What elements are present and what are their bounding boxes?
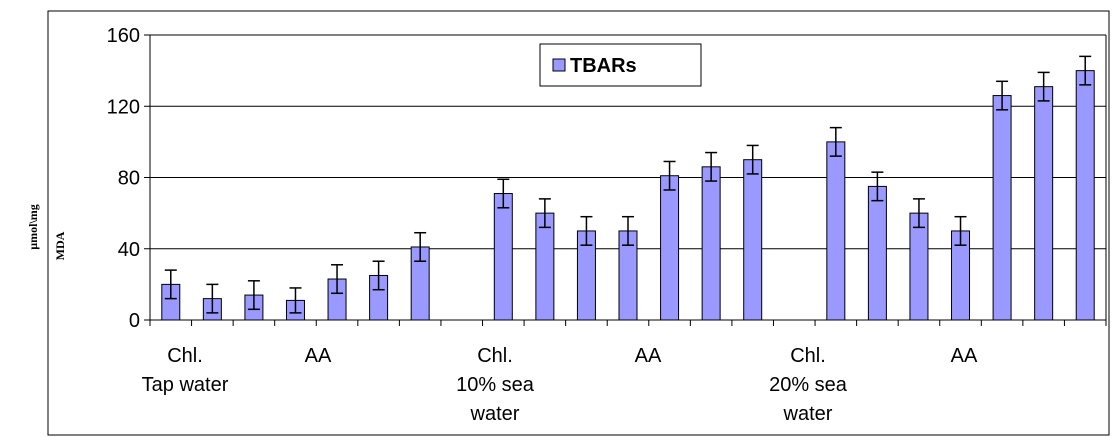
bar xyxy=(909,212,929,321)
bar xyxy=(1034,86,1054,321)
y-axis: 0 40 80 120 160 xyxy=(107,25,151,332)
bar xyxy=(660,175,680,321)
x-category-label-line: AA xyxy=(951,345,978,367)
x-category-label-line: 10% sea xyxy=(456,374,535,396)
y-tick-label: 120 xyxy=(107,96,140,118)
x-category-label-line: water xyxy=(470,403,520,425)
bar xyxy=(867,185,887,321)
x-category-labels: Chl. Tap water AA Chl. 10% sea water AA Chl. 20%… xyxy=(142,345,978,425)
y-axis-title: µmol\mg MDA xyxy=(26,204,67,260)
y-tick-label: 160 xyxy=(107,25,140,47)
x-category-label-line: Chl. xyxy=(790,345,826,367)
gridlines xyxy=(150,34,1107,320)
chart-area-border xyxy=(47,10,1110,436)
bar xyxy=(826,141,846,321)
bars xyxy=(161,70,1095,321)
x-category-label-line: Chl. xyxy=(477,345,513,367)
bar xyxy=(1075,70,1095,321)
bar xyxy=(493,193,513,321)
x-category-label-line: AA xyxy=(305,345,332,367)
y-tick-label: 80 xyxy=(118,168,140,190)
y-tick-label: 0 xyxy=(129,310,140,332)
bar xyxy=(701,166,721,321)
x-category-label-line: Chl. xyxy=(167,345,203,367)
y-tick-label: 40 xyxy=(118,239,140,261)
x-category-label-line: water xyxy=(783,403,833,425)
x-category-label-line: Tap water xyxy=(142,374,229,396)
legend-swatch xyxy=(552,58,566,72)
x-category-label: Chl. 20% sea water xyxy=(769,345,848,425)
legend-label: TBARs xyxy=(570,55,637,77)
bar xyxy=(743,159,763,321)
x-category-label-line: AA xyxy=(635,345,662,367)
legend-box xyxy=(539,43,702,87)
legend: TBARs xyxy=(539,43,702,87)
y-axis-title-line-1: µmol\mg xyxy=(26,204,40,250)
error-bars xyxy=(164,55,1092,314)
x-category-label: AA xyxy=(635,345,662,367)
x-category-label-line: 20% sea xyxy=(769,374,848,396)
bar xyxy=(535,212,555,321)
x-category-label: Chl. Tap water xyxy=(142,345,229,396)
x-axis xyxy=(149,319,1107,326)
y-axis-title-line-2: MDA xyxy=(53,231,67,260)
x-category-label: AA xyxy=(951,345,978,367)
bar xyxy=(992,95,1012,321)
x-category-label: AA xyxy=(305,345,332,367)
x-category-label: Chl. 10% sea water xyxy=(456,345,535,425)
